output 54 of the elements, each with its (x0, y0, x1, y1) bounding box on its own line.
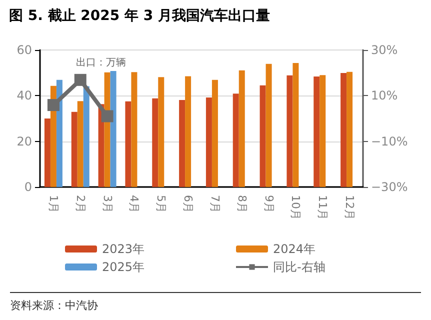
bar (77, 101, 84, 187)
bar (206, 97, 212, 187)
bar (44, 118, 50, 187)
x-tick-label: 9月 (262, 195, 276, 213)
chart-title: 图 5. 截止 2025 年 3 月我国汽车出口量 (9, 7, 270, 24)
point (74, 74, 86, 86)
bar (320, 75, 326, 187)
y2-tick-label: 30% (371, 43, 398, 57)
bar (346, 72, 353, 187)
bar (232, 94, 239, 187)
bar (83, 86, 90, 187)
bar (152, 98, 158, 187)
x-tick-label: 7月 (208, 195, 222, 213)
bar (286, 75, 293, 187)
y-tick-label: 20 (16, 134, 32, 148)
x-tick-label: 6月 (182, 195, 195, 213)
bar (314, 76, 320, 187)
point (47, 99, 60, 112)
text: 资料来源：中汽协 (10, 292, 421, 313)
x-tick-label: 1月 (46, 195, 60, 213)
bar (266, 64, 272, 187)
bar (212, 80, 218, 187)
bar (179, 100, 186, 187)
x-tick-label: 3月 (100, 195, 114, 213)
y-tick-label: 0 (24, 180, 32, 194)
y2-tick-label: −10% (371, 134, 408, 148)
legend-label: 2025年 (102, 260, 145, 274)
x-tick-label: 12月 (343, 195, 356, 220)
legend-label: 同比-右轴 (273, 260, 326, 274)
bar (110, 71, 116, 187)
x-tick-label: 5月 (154, 195, 168, 213)
y2-tick-label: −30% (371, 180, 408, 194)
bar (125, 101, 132, 187)
x-tick-label: 4月 (128, 195, 141, 213)
bar (71, 112, 78, 187)
bar (340, 73, 347, 187)
x-tick-label: 8月 (235, 195, 248, 213)
bar (56, 80, 62, 187)
x-tick-label: 11月 (316, 195, 330, 220)
bar (238, 70, 245, 187)
bar (158, 77, 164, 187)
legend-label: 2023年 (102, 242, 145, 256)
bar (185, 76, 192, 187)
x-tick-label: 2月 (74, 195, 87, 213)
y-tick-label: 60 (16, 43, 32, 57)
bar (131, 72, 138, 187)
x-tick-label: 10月 (289, 195, 302, 220)
y-tick-label: 40 (16, 88, 32, 103)
legend-label: 2024年 (273, 242, 316, 256)
y2-tick-label: 10% (371, 88, 398, 103)
annotation: 出口：万辆 (76, 56, 126, 68)
point (101, 110, 114, 122)
bar (292, 63, 299, 187)
bar (260, 85, 266, 187)
